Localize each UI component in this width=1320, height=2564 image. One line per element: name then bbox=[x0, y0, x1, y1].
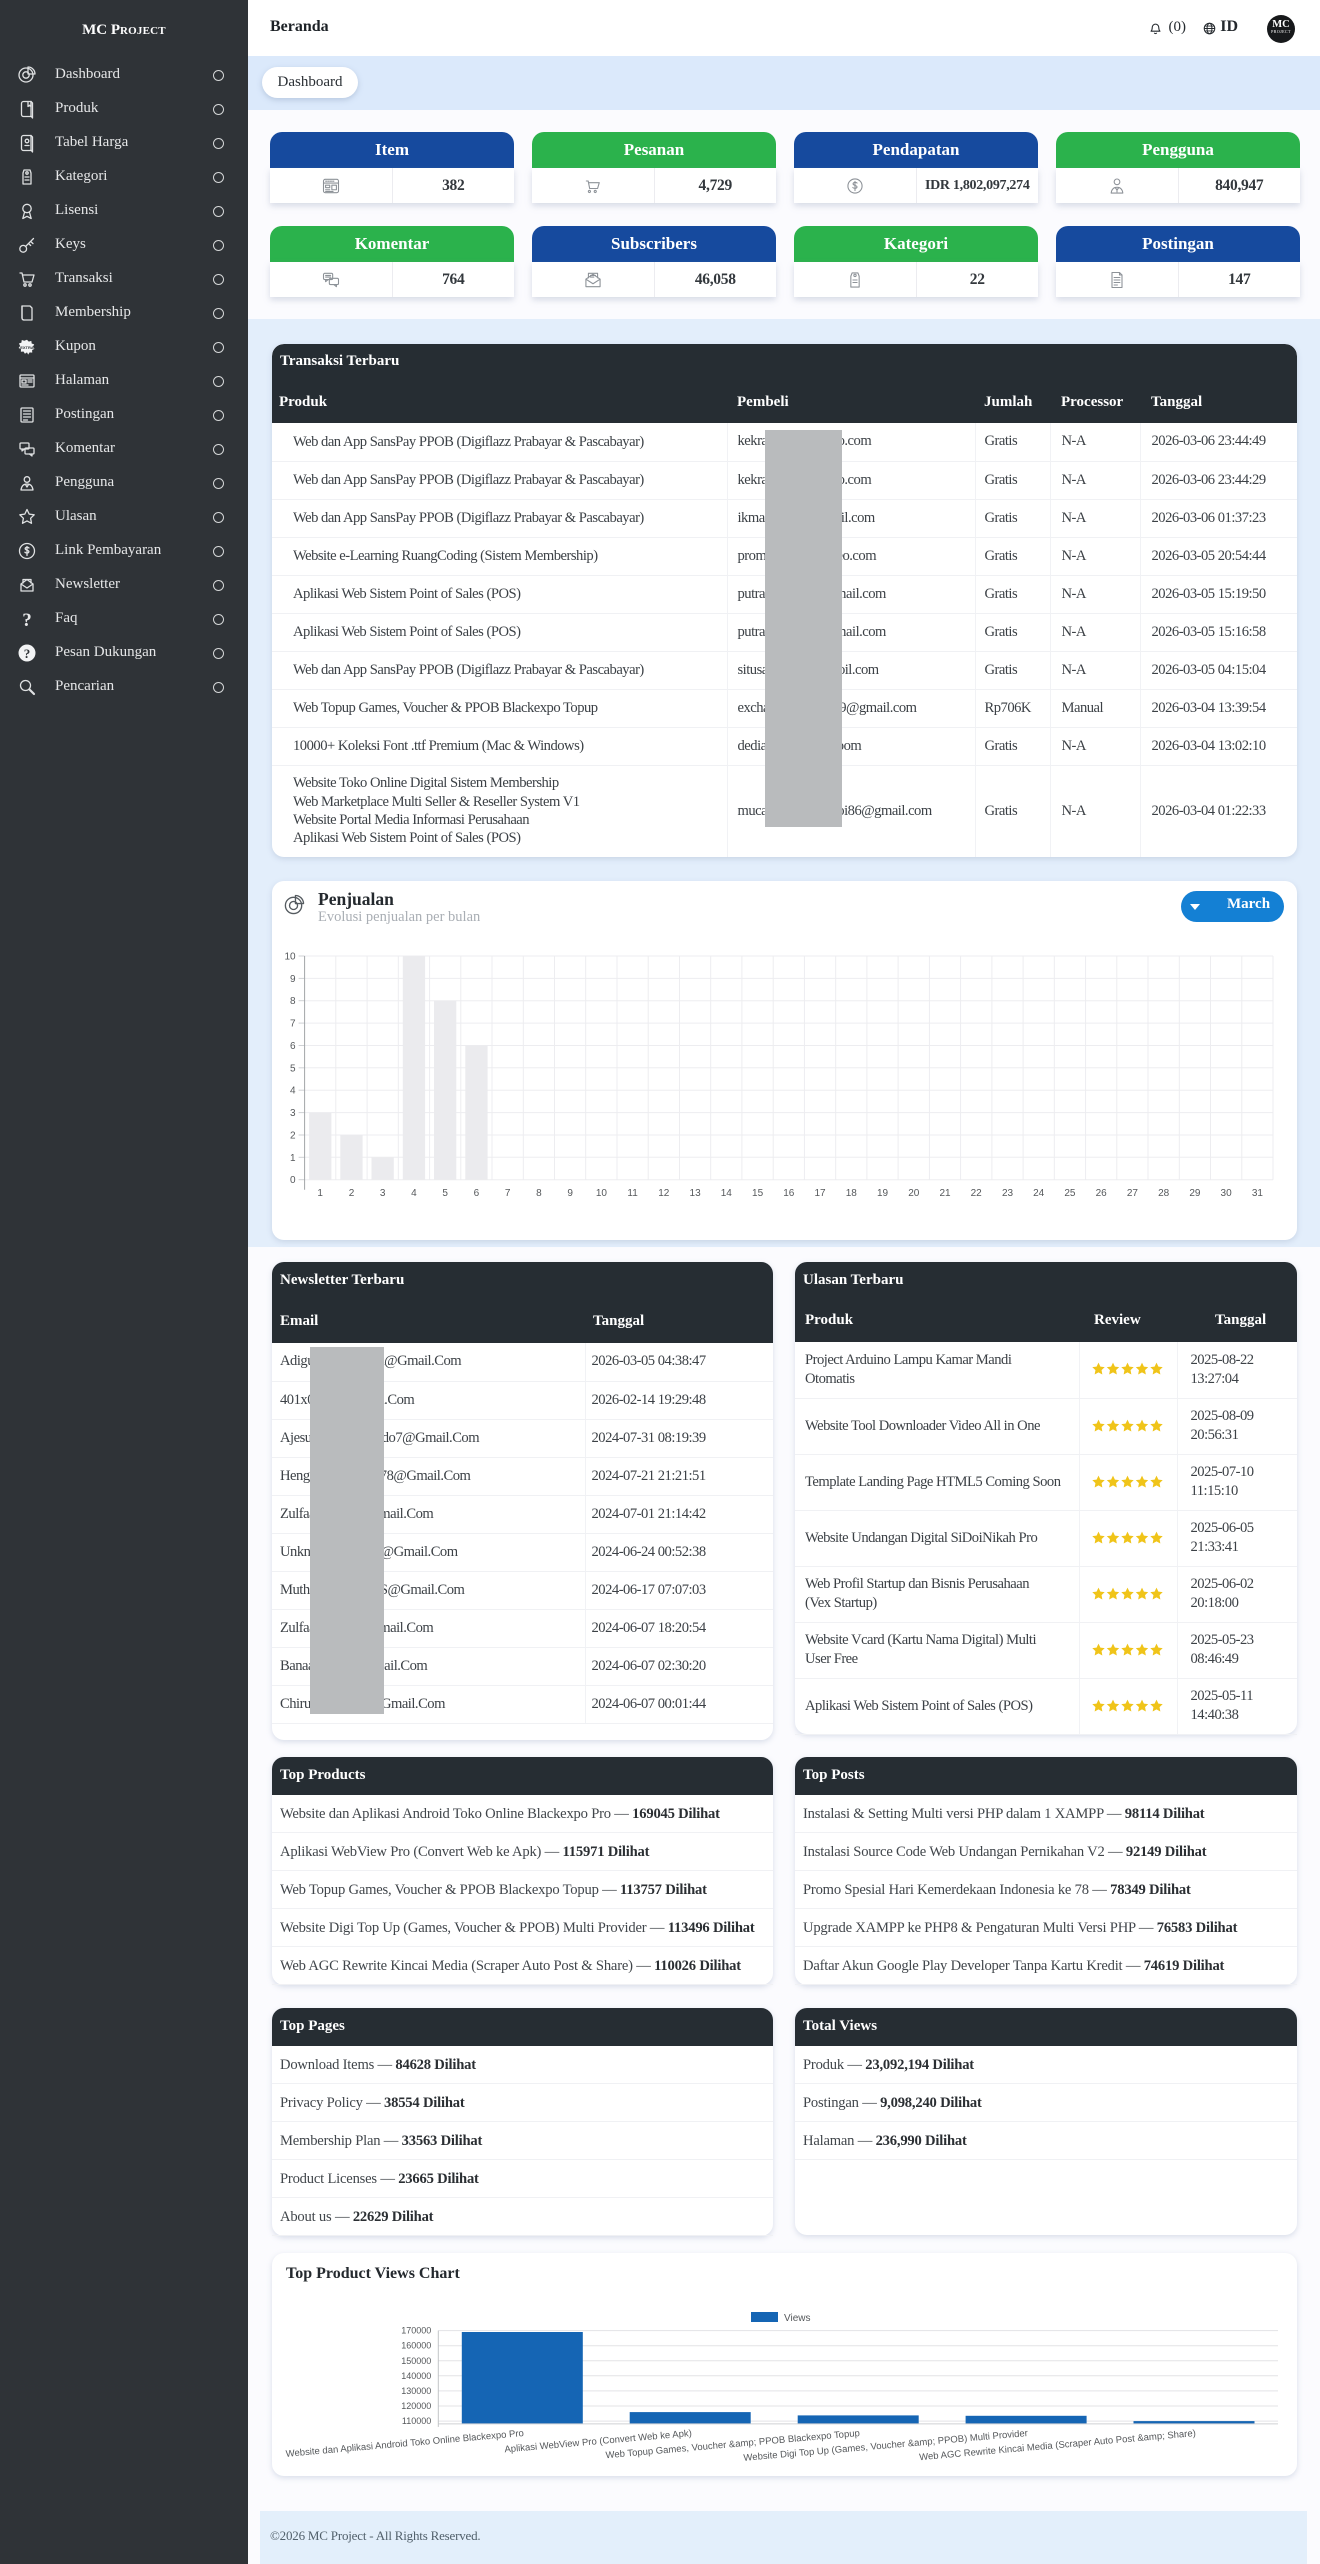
svg-text:13: 13 bbox=[690, 1188, 702, 1199]
svg-text:15: 15 bbox=[752, 1188, 764, 1199]
svg-text:18: 18 bbox=[846, 1188, 858, 1199]
svg-text:23: 23 bbox=[1002, 1188, 1014, 1199]
svg-text:Views: Views bbox=[784, 2313, 811, 2324]
svg-text:19: 19 bbox=[877, 1188, 889, 1199]
svg-text:29: 29 bbox=[1189, 1188, 1201, 1199]
svg-text:4: 4 bbox=[411, 1188, 417, 1199]
svg-text:28: 28 bbox=[1158, 1188, 1170, 1199]
svg-text:9: 9 bbox=[290, 974, 296, 985]
svg-text:5: 5 bbox=[442, 1188, 448, 1199]
svg-text:12: 12 bbox=[658, 1188, 670, 1199]
svg-text:1: 1 bbox=[290, 1153, 296, 1164]
svg-text:25: 25 bbox=[1064, 1188, 1076, 1199]
svg-text:27: 27 bbox=[1127, 1188, 1139, 1199]
svg-text:26: 26 bbox=[1096, 1188, 1108, 1199]
svg-text:EXTRA: EXTRA bbox=[20, 345, 34, 350]
svg-text:170000: 170000 bbox=[401, 2326, 431, 2336]
svg-text:6: 6 bbox=[474, 1188, 480, 1199]
svg-text:3: 3 bbox=[380, 1188, 386, 1199]
svg-text:11: 11 bbox=[627, 1188, 638, 1199]
svg-text:6: 6 bbox=[290, 1041, 296, 1052]
svg-text:160000: 160000 bbox=[401, 2341, 431, 2351]
svg-text:22: 22 bbox=[971, 1188, 983, 1199]
svg-text:110000: 110000 bbox=[402, 2416, 431, 2426]
svg-text:130000: 130000 bbox=[401, 2386, 431, 2396]
svg-text:?: ? bbox=[24, 646, 31, 661]
svg-text:7: 7 bbox=[290, 1019, 296, 1030]
svg-text:24: 24 bbox=[1033, 1188, 1045, 1199]
svg-text:3: 3 bbox=[290, 1108, 296, 1119]
svg-text:2: 2 bbox=[290, 1131, 296, 1142]
svg-text:30: 30 bbox=[1221, 1188, 1233, 1199]
svg-text:120000: 120000 bbox=[401, 2401, 431, 2411]
svg-text:21: 21 bbox=[939, 1188, 951, 1199]
svg-text:8: 8 bbox=[290, 996, 296, 1007]
svg-text:16: 16 bbox=[783, 1188, 795, 1199]
svg-text:20: 20 bbox=[908, 1188, 920, 1199]
svg-text:5: 5 bbox=[290, 1063, 296, 1074]
svg-text:2: 2 bbox=[349, 1188, 355, 1199]
svg-text:14: 14 bbox=[721, 1188, 733, 1199]
svg-text:9: 9 bbox=[567, 1188, 573, 1199]
svg-text:4: 4 bbox=[290, 1086, 296, 1097]
svg-text:1: 1 bbox=[317, 1188, 323, 1199]
svg-text:10: 10 bbox=[596, 1188, 608, 1199]
svg-text:?: ? bbox=[22, 610, 32, 629]
svg-text:Website dan Aplikasi Android T: Website dan Aplikasi Android Toko Online… bbox=[285, 2428, 524, 2460]
svg-text:17: 17 bbox=[814, 1188, 826, 1199]
svg-text:0: 0 bbox=[290, 1175, 296, 1186]
svg-text:7: 7 bbox=[505, 1188, 511, 1199]
svg-text:10: 10 bbox=[284, 952, 296, 963]
svg-text:140000: 140000 bbox=[401, 2371, 431, 2381]
svg-text:150000: 150000 bbox=[401, 2356, 431, 2366]
svg-text:31: 31 bbox=[1252, 1188, 1264, 1199]
svg-text:8: 8 bbox=[536, 1188, 542, 1199]
